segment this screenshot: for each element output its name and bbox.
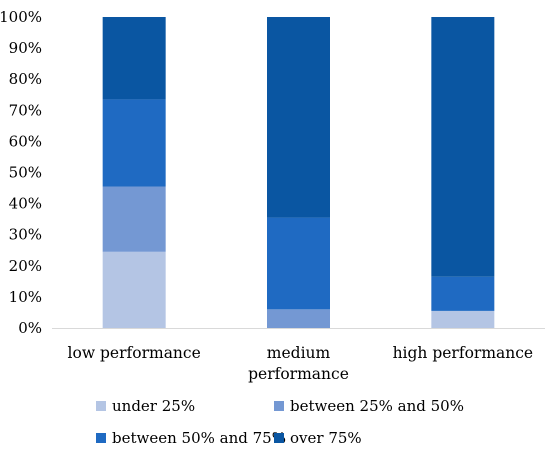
legend-label: between 25% and 50% xyxy=(290,397,464,415)
bar-segment-2-3 xyxy=(267,217,330,310)
bar-segment-1-4 xyxy=(102,17,166,100)
x-category-label: medium performance xyxy=(248,344,349,383)
x-axis-labels: low performance medium performance high per… xyxy=(68,344,534,383)
y-tick-label: 20% xyxy=(9,257,42,275)
y-tick-label: 0% xyxy=(18,319,42,337)
bar-segment-3-3 xyxy=(431,276,495,311)
x-category-label: low performance xyxy=(68,344,201,362)
legend-label: between 50% and 75% xyxy=(112,429,286,447)
legend-label: under 25% xyxy=(112,397,195,415)
y-tick-label: 80% xyxy=(9,70,42,88)
bar-segment-2-4 xyxy=(267,17,330,218)
legend-label: over 75% xyxy=(290,429,362,447)
bar-segment-2-2 xyxy=(267,309,330,328)
legend-swatch xyxy=(274,401,284,411)
legend: under 25% between 25% and 50%between 50% … xyxy=(96,397,464,447)
y-tick-label: 90% xyxy=(9,39,42,57)
bars xyxy=(102,17,495,328)
y-axis: 0% 10% 20% 30% 40% 50% 60% 70% 80% 90% 100% xyxy=(0,8,42,337)
y-tick-label: 10% xyxy=(9,288,42,306)
legend-swatch xyxy=(96,401,106,411)
x-category-label: high performance xyxy=(393,344,534,362)
y-tick-label: 60% xyxy=(9,132,42,150)
bar-segment-1-3 xyxy=(102,99,166,187)
y-tick-label: 50% xyxy=(9,164,42,182)
legend-swatch xyxy=(274,433,284,443)
bar-segment-3-4 xyxy=(431,17,495,277)
y-tick-label: 100% xyxy=(0,8,42,26)
y-tick-label: 70% xyxy=(9,101,42,119)
bar-segment-1-2 xyxy=(102,186,166,252)
legend-swatch xyxy=(96,433,106,443)
y-tick-label: 30% xyxy=(9,226,42,244)
bar-segment-1-1 xyxy=(102,251,166,328)
bar-segment-3-1 xyxy=(431,310,495,328)
y-tick-label: 40% xyxy=(9,195,42,213)
